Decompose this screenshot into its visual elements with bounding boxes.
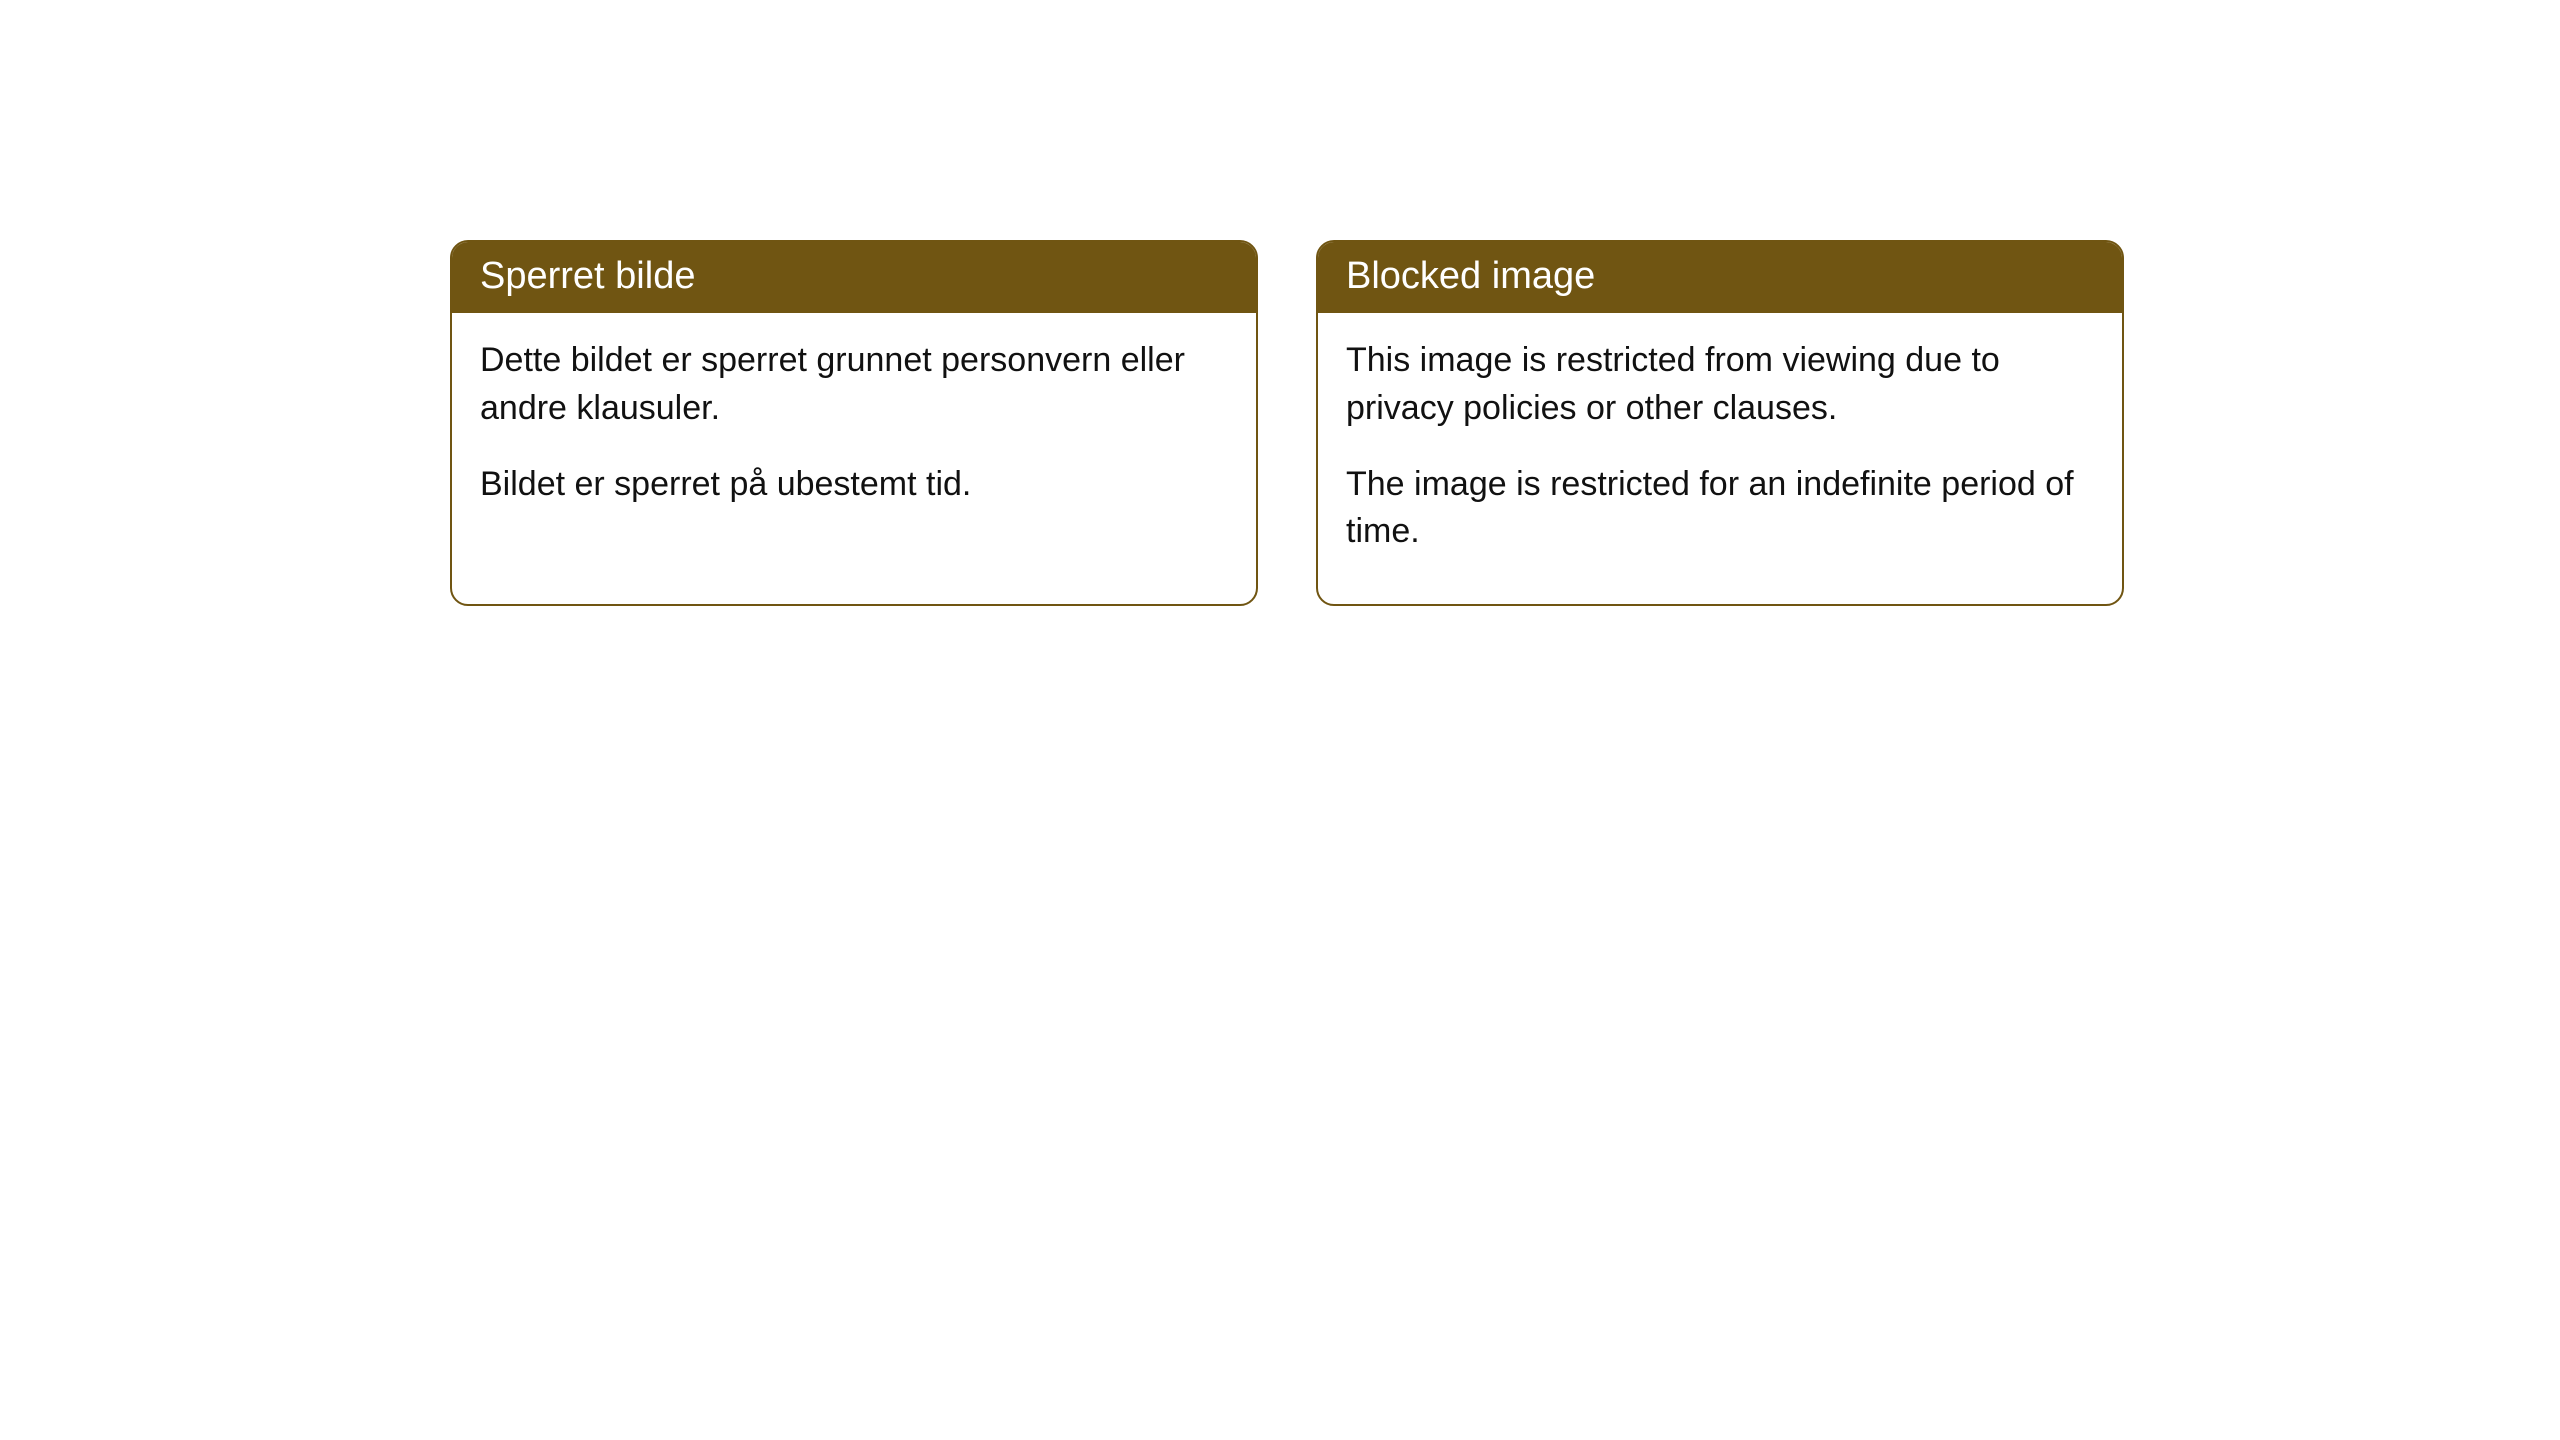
card-header-norwegian: Sperret bilde [452, 242, 1256, 313]
card-paragraph-1: This image is restricted from viewing du… [1346, 337, 2094, 432]
card-body-english: This image is restricted from viewing du… [1318, 313, 2122, 603]
notice-container: Sperret bilde Dette bildet er sperret gr… [450, 240, 2124, 606]
card-body-norwegian: Dette bildet er sperret grunnet personve… [452, 313, 1256, 556]
notice-card-english: Blocked image This image is restricted f… [1316, 240, 2124, 606]
card-paragraph-2: Bildet er sperret på ubestemt tid. [480, 461, 1228, 509]
card-header-english: Blocked image [1318, 242, 2122, 313]
card-paragraph-1: Dette bildet er sperret grunnet personve… [480, 337, 1228, 432]
notice-card-norwegian: Sperret bilde Dette bildet er sperret gr… [450, 240, 1258, 606]
card-paragraph-2: The image is restricted for an indefinit… [1346, 461, 2094, 556]
